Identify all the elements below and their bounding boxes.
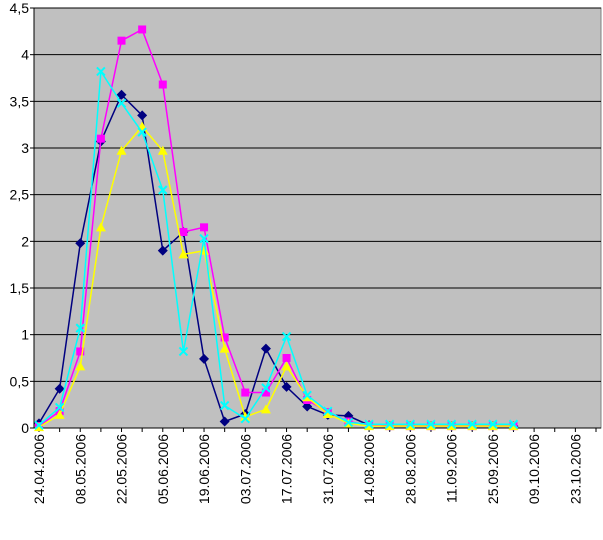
data-point	[158, 185, 168, 195]
x-axis: 24.04.2006 08.05.2006 22.05.2006 05.06.2006…	[31, 427, 601, 504]
y-tick-label: 3,5	[10, 93, 30, 109]
data-point	[200, 223, 209, 232]
data-point	[54, 402, 65, 413]
data-point	[219, 400, 230, 411]
x-tick-label: 03.07.2006	[237, 434, 253, 504]
series-line	[38, 69, 514, 426]
data-point	[116, 89, 127, 100]
y-tick-label: 4,5	[10, 0, 30, 16]
data-point	[178, 346, 189, 357]
x-tick-label: 05.06.2006	[155, 434, 171, 504]
series-line	[38, 125, 514, 428]
data-point	[260, 404, 271, 414]
data-point	[75, 238, 86, 249]
x-tick-label: 25.09.2006	[485, 434, 501, 504]
data-point	[95, 222, 106, 232]
x-tick-label: 11.09.2006	[444, 434, 460, 503]
y-tick-label: 2	[21, 233, 29, 249]
data-point	[508, 419, 519, 429]
data-point	[281, 331, 292, 342]
data-point	[54, 409, 65, 419]
data-point	[157, 145, 168, 155]
data-point	[137, 127, 147, 137]
plot-area	[33, 7, 602, 429]
data-point	[199, 353, 210, 364]
x-tick-label: 17.07.2006	[279, 434, 295, 504]
data-point	[488, 419, 498, 429]
series-group	[34, 25, 519, 432]
data-point	[302, 390, 312, 401]
x-tick-label: 08.05.2006	[72, 434, 88, 504]
x-tick-label: 14.08.2006	[361, 434, 377, 504]
data-point	[178, 249, 189, 259]
data-point	[96, 134, 105, 143]
y-tick-label: 3	[21, 140, 29, 156]
y-axis: 0 0,5 1 1,5 2 2,5 3 3,5 4 4,5	[10, 0, 35, 436]
data-point	[323, 406, 333, 416]
data-point	[117, 36, 126, 45]
data-point	[261, 388, 270, 397]
x-tick-label: 24.04.2006	[31, 434, 47, 504]
data-point	[261, 383, 271, 393]
x-tick-label: 22.05.2006	[114, 434, 130, 504]
data-point	[54, 383, 65, 394]
data-point	[96, 66, 106, 77]
data-point	[157, 245, 168, 256]
y-tick-label: 0	[21, 420, 29, 436]
x-tick-label: 09.10.2006	[526, 434, 542, 504]
data-point	[137, 110, 148, 121]
data-point	[241, 388, 250, 397]
data-point	[220, 333, 229, 342]
data-point	[76, 347, 85, 356]
data-point	[34, 420, 44, 430]
y-tick-label: 0,5	[10, 373, 30, 389]
data-point	[446, 419, 457, 429]
y-tick-label: 1,5	[10, 280, 30, 296]
data-point	[282, 354, 291, 362]
data-point	[467, 419, 477, 429]
data-point	[240, 413, 251, 424]
data-point	[179, 228, 188, 236]
data-point	[260, 343, 271, 354]
data-point	[384, 419, 395, 429]
data-point	[322, 409, 333, 418]
x-tick-label: 31.07.2006	[320, 434, 336, 504]
data-point	[281, 381, 292, 392]
data-point	[302, 401, 313, 412]
data-point	[219, 416, 230, 427]
x-tick-label: 19.06.2006	[196, 434, 212, 504]
data-point	[426, 419, 436, 429]
x-tick-label: 28.08.2006	[402, 434, 418, 504]
data-point	[364, 419, 374, 429]
data-point	[281, 361, 292, 371]
data-point	[116, 145, 127, 155]
data-point	[116, 98, 127, 108]
y-tick-label: 4	[21, 47, 29, 63]
data-point	[219, 343, 230, 353]
data-point	[158, 80, 167, 89]
data-point	[138, 25, 147, 34]
data-point	[199, 233, 209, 244]
data-point	[343, 417, 354, 428]
data-point	[75, 361, 86, 371]
y-tick-label: 1	[21, 327, 29, 343]
data-point	[75, 323, 85, 333]
y-tick-label: 2,5	[10, 187, 30, 203]
x-tick-label: 23.10.2006	[567, 434, 583, 504]
data-point	[240, 411, 251, 421]
data-point	[405, 419, 416, 429]
